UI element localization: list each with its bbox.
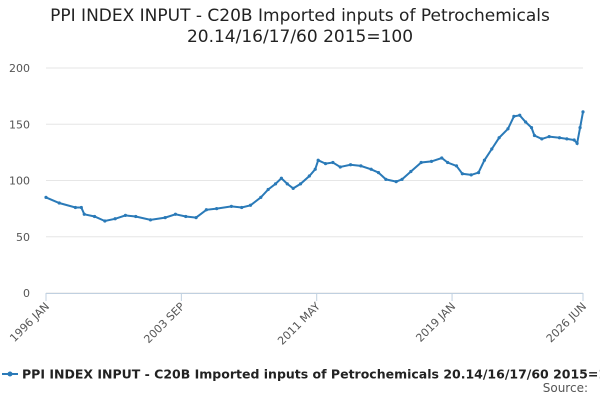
point xyxy=(113,217,117,221)
point xyxy=(440,156,444,160)
point xyxy=(557,136,562,140)
point xyxy=(338,165,342,169)
y-tick-label: 100 xyxy=(9,175,30,188)
point xyxy=(291,186,295,190)
y-tick-label: 200 xyxy=(9,62,30,75)
point xyxy=(215,207,219,211)
x-tick-label: 2019 JAN xyxy=(413,300,458,345)
source: Source: xyxy=(543,381,588,395)
point xyxy=(316,158,320,162)
point xyxy=(506,127,510,131)
point xyxy=(229,204,233,208)
point xyxy=(103,219,107,223)
point xyxy=(578,126,582,130)
chart-title: PPI INDEX INPUT - C20B Imported inputs o… xyxy=(50,6,550,47)
point xyxy=(57,201,61,205)
point xyxy=(581,110,585,114)
point xyxy=(446,160,450,165)
point xyxy=(259,195,263,199)
point xyxy=(482,158,487,162)
point xyxy=(369,167,373,171)
y-tick-label: 150 xyxy=(9,118,30,131)
point xyxy=(476,171,481,175)
point xyxy=(323,162,328,166)
point xyxy=(409,169,413,174)
x-tick-label: 1996 JAN xyxy=(7,300,52,345)
point xyxy=(184,214,188,219)
point xyxy=(540,137,544,141)
point xyxy=(490,147,494,151)
point xyxy=(429,159,434,163)
point xyxy=(419,160,423,165)
point xyxy=(572,138,576,142)
point xyxy=(123,213,128,217)
point xyxy=(518,113,522,117)
y-tick-label: 50 xyxy=(16,231,30,244)
point xyxy=(204,208,208,212)
point xyxy=(79,205,83,210)
point xyxy=(266,187,270,192)
point xyxy=(532,133,537,138)
point xyxy=(240,205,244,210)
point xyxy=(173,212,178,216)
point xyxy=(454,164,459,168)
point xyxy=(279,176,283,180)
point xyxy=(248,203,253,207)
point xyxy=(285,182,289,186)
point xyxy=(400,177,404,181)
point xyxy=(497,136,501,140)
x-tick-label: 2011 MAY xyxy=(275,300,323,348)
point xyxy=(460,172,464,176)
point xyxy=(273,182,278,186)
point xyxy=(163,216,167,220)
point xyxy=(512,114,516,118)
point xyxy=(313,167,317,171)
series-line xyxy=(45,111,584,223)
point xyxy=(575,141,579,145)
x-tick-label: 2026 JUN xyxy=(544,300,589,345)
point xyxy=(134,214,138,219)
point xyxy=(384,177,388,181)
point xyxy=(469,173,473,177)
point xyxy=(376,171,381,175)
point xyxy=(82,212,86,216)
point xyxy=(565,137,569,141)
point xyxy=(547,135,551,139)
point xyxy=(148,218,153,222)
point xyxy=(348,163,353,167)
point xyxy=(524,120,528,124)
point xyxy=(44,195,48,199)
point xyxy=(194,216,198,220)
point xyxy=(307,174,311,178)
x-tick-label: 2003 SEP xyxy=(141,300,187,346)
legend-marker xyxy=(7,371,13,377)
point xyxy=(298,182,303,186)
y-tick-label: 0 xyxy=(23,287,30,300)
point xyxy=(359,164,363,168)
point xyxy=(331,160,335,165)
point xyxy=(73,205,78,210)
point xyxy=(394,180,398,184)
legend-label: PPI INDEX INPUT - C20B Imported inputs o… xyxy=(22,367,600,382)
point xyxy=(92,214,97,219)
point xyxy=(529,126,534,130)
